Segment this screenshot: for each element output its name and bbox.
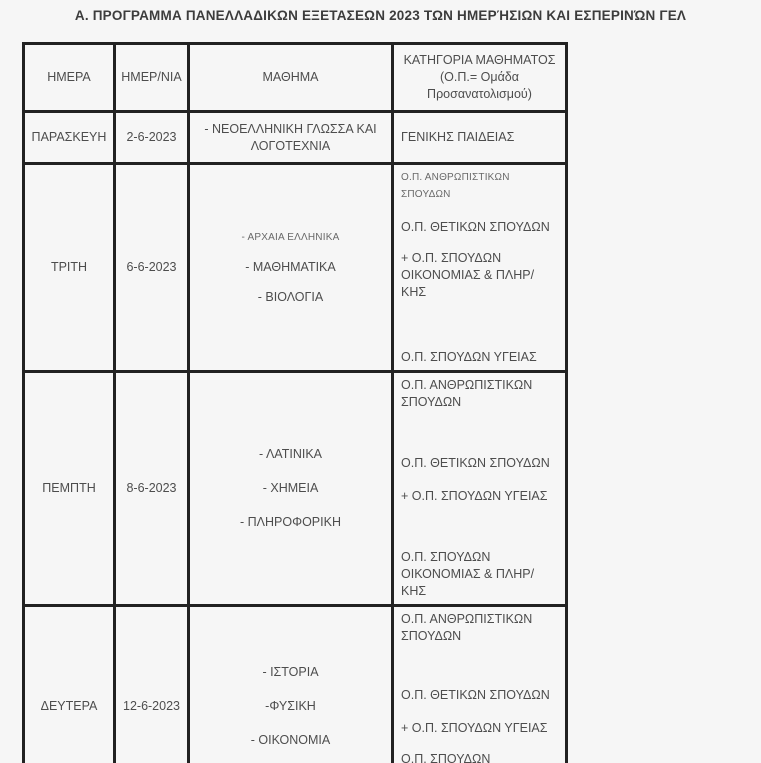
category-item: Ο.Π. ΘΕΤΙΚΩΝ ΣΠΟΥΔΩΝ <box>401 688 550 702</box>
category-item: Ο.Π. ΑΝΘΡΩΠΙΣΤΙΚΩΝ ΣΠΟΥΔΩΝ <box>401 612 533 643</box>
subject-item: - ΜΑΘΗΜΑΤΙΚΑ <box>245 260 336 274</box>
subject-cell: - ΝΕΟΕΛΛΗΝΙΚΗ ΓΛΩΣΣΑ ΚΑΙ ΛΟΓΟΤΕΧΝΙΑ <box>187 110 394 165</box>
category-item: Ο.Π. ΣΠΟΥΔΩΝ ΥΓΕΙΑΣ <box>401 350 537 364</box>
header-row: ΗΜΕΡΑ ΗΜΕΡ/ΝΙΑ ΜΑΘΗΜΑ ΚΑΤΗΓΟΡΙΑ ΜΑΘΗΜΑΤΟ… <box>22 42 568 113</box>
category-item: + Ο.Π. ΣΠΟΥΔΩΝ ΥΓΕΙΑΣ <box>401 721 548 735</box>
subject-item: - ΟΙΚΟΝΟΜΙΑ <box>250 733 331 747</box>
exam-schedule-table: ΗΜΕΡΑ ΗΜΕΡ/ΝΙΑ ΜΑΘΗΜΑ ΚΑΤΗΓΟΡΙΑ ΜΑΘΗΜΑΤΟ… <box>22 42 568 763</box>
subject-cell: - ΑΡΧΑΙΑ ΕΛΛΗΝΙΚΑ - ΜΑΘΗΜΑΤΙΚΑ - ΒΙΟΛΟΓΙ… <box>187 162 394 373</box>
day-cell: ΔΕΥΤΕΡΑ <box>22 604 116 763</box>
day-cell: ΠΑΡΑΣΚΕΥΗ <box>22 110 116 165</box>
category-item: Ο.Π. ΣΠΟΥΔΩΝ ΟΙΚΟΝΟΜΙΑΣ & ΠΛΗΡ/ΚΗΣ <box>401 752 491 763</box>
row-tuesday: ΤΡΙΤΗ 6-6-2023 - ΑΡΧΑΙΑ ΕΛΛΗΝΙΚΑ - ΜΑΘΗΜ… <box>22 162 568 373</box>
subject-item: - ΝΕΟΕΛΛΗΝΙΚΗ ΓΛΩΣΣΑ ΚΑΙ ΛΟΓΟΤΕΧΝΙΑ <box>204 121 377 153</box>
subject-item: - ΛΑΤΙΝΙΚΑ <box>259 447 322 461</box>
category-item: Ο.Π. ΘΕΤΙΚΩΝ ΣΠΟΥΔΩΝ <box>401 456 550 470</box>
category-item: Ο.Π. ΣΠΟΥΔΩΝ ΟΙΚΟΝΟΜΙΑΣ & ΠΛΗΡ/ΚΗΣ <box>401 550 535 598</box>
subject-item: - ΠΛΗΡΟΦΟΡΙΚΗ <box>240 515 341 529</box>
page-title: Α. ΠΡΟΓΡΑΜΜΑ ΠΑΝΕΛΛΑΔΙΚΩΝ ΕΞΕΤΑΣΕΩΝ 2023… <box>74 8 687 23</box>
category-item: + Ο.Π. ΣΠΟΥΔΩΝ ΟΙΚΟΝΟΜΙΑΣ & ΠΛΗΡ/ΚΗΣ <box>401 251 535 299</box>
date-cell: 6-6-2023 <box>113 162 190 373</box>
date-cell: 8-6-2023 <box>113 370 190 607</box>
date-cell: 2-6-2023 <box>113 110 190 165</box>
category-cell: Ο.Π. ΑΝΘΡΩΠΙΣΤΙΚΩΝ ΣΠΟΥΔΩΝ Ο.Π. ΘΕΤΙΚΩΝ … <box>391 604 568 763</box>
category-item: ΓΕΝΙΚΗΣ ΠΑΙΔΕΙΑΣ <box>401 130 515 144</box>
row-monday: ΔΕΥΤΕΡΑ 12-6-2023 - ΙΣΤΟΡΙΑ -ΦΥΣΙΚΗ - ΟΙ… <box>22 604 568 763</box>
date-cell: 12-6-2023 <box>113 604 190 763</box>
row-friday: ΠΑΡΑΣΚΕΥΗ 2-6-2023 - ΝΕΟΕΛΛΗΝΙΚΗ ΓΛΩΣΣΑ … <box>22 110 568 165</box>
row-thursday: ΠΕΜΠΤΗ 8-6-2023 - ΛΑΤΙΝΙΚΑ - ΧΗΜΕΙΑ - ΠΛ… <box>22 370 568 607</box>
subject-cell: - ΛΑΤΙΝΙΚΑ - ΧΗΜΕΙΑ - ΠΛΗΡΟΦΟΡΙΚΗ <box>187 370 394 607</box>
subject-item: -ΦΥΣΙΚΗ <box>265 699 316 713</box>
category-cell: ΓΕΝΙΚΗΣ ΠΑΙΔΕΙΑΣ <box>391 110 568 165</box>
day-cell: ΠΕΜΠΤΗ <box>22 370 116 607</box>
subject-item: - ΙΣΤΟΡΙΑ <box>262 665 319 679</box>
subject-item: - ΒΙΟΛΟΓΙΑ <box>257 290 324 304</box>
category-item: Ο.Π. ΘΕΤΙΚΩΝ ΣΠΟΥΔΩΝ <box>401 220 550 234</box>
subject-cell: - ΙΣΤΟΡΙΑ -ΦΥΣΙΚΗ - ΟΙΚΟΝΟΜΙΑ <box>187 604 394 763</box>
day-cell: ΤΡΙΤΗ <box>22 162 116 373</box>
category-item: Ο.Π. ΑΝΘΡΩΠΙΣΤΙΚΩΝ ΣΠΟΥΔΩΝ <box>401 172 510 200</box>
category-item: + Ο.Π. ΣΠΟΥΔΩΝ ΥΓΕΙΑΣ <box>401 489 548 503</box>
category-cell: Ο.Π. ΑΝΘΡΩΠΙΣΤΙΚΩΝ ΣΠΟΥΔΩΝ Ο.Π. ΘΕΤΙΚΩΝ … <box>391 162 568 373</box>
subject-item: - ΧΗΜΕΙΑ <box>262 481 319 495</box>
header-category: ΚΑΤΗΓΟΡΙΑ ΜΑΘΗΜΑΤΟΣ (Ο.Π.= Ομάδα Προσανα… <box>391 42 568 113</box>
subject-item: - ΑΡΧΑΙΑ ΕΛΛΗΝΙΚΑ <box>241 232 340 243</box>
category-item: Ο.Π. ΑΝΘΡΩΠΙΣΤΙΚΩΝ ΣΠΟΥΔΩΝ <box>401 378 533 409</box>
header-date: ΗΜΕΡ/ΝΙΑ <box>113 42 190 113</box>
header-subject: ΜΑΘΗΜΑ <box>187 42 394 113</box>
header-day: ΗΜΕΡΑ <box>22 42 116 113</box>
category-cell: Ο.Π. ΑΝΘΡΩΠΙΣΤΙΚΩΝ ΣΠΟΥΔΩΝ Ο.Π. ΘΕΤΙΚΩΝ … <box>391 370 568 607</box>
